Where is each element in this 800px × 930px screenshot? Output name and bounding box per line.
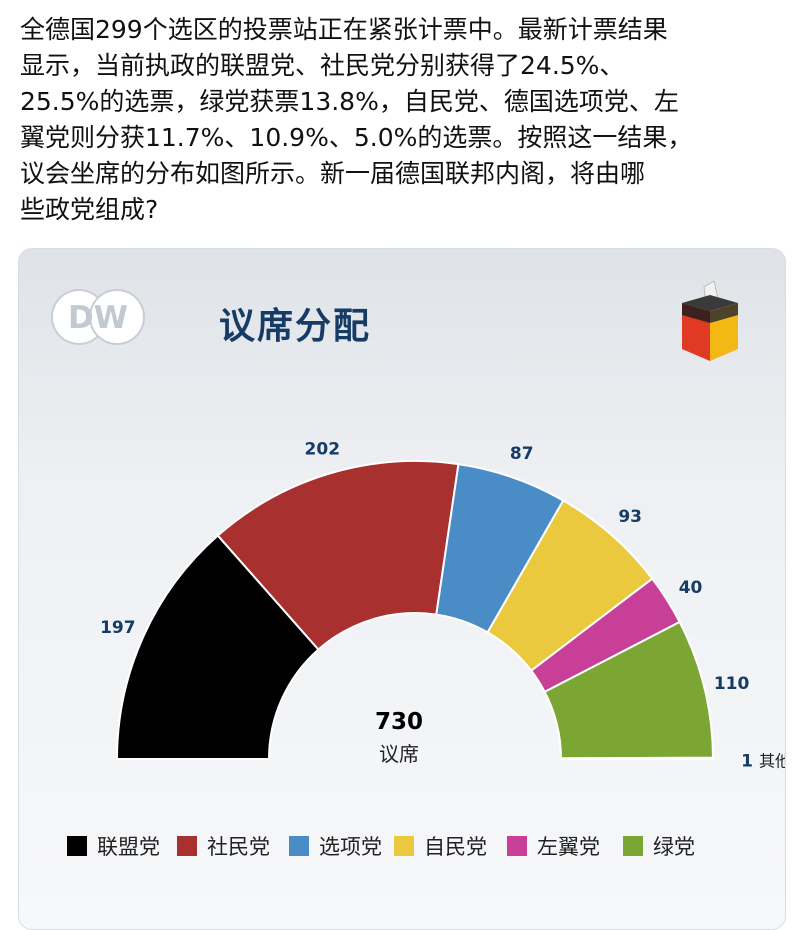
legend-label-0: 联盟党 [97, 835, 160, 859]
legend-swatch-2 [289, 836, 309, 856]
seat-value-label-4: 40 [679, 578, 703, 598]
seat-value-label-0: 197 [100, 618, 136, 638]
total-seats-label: 议席 [379, 742, 419, 766]
seat-value-label-1: 202 [305, 439, 341, 459]
legend-swatch-4 [507, 836, 527, 856]
label-layer: 197 202 87 93 40 110 1 其他 [100, 439, 785, 771]
card-title: 议席分配 [219, 306, 372, 347]
legend-swatch-0 [67, 836, 87, 856]
dw-logo-text: DW [68, 300, 128, 336]
seat-value-label-3: 93 [618, 507, 642, 527]
chart-card: DW 197 202 87 93 40 110 1 其他 730 议席 联盟党 社民党 选项党 自民… [18, 248, 786, 930]
seat-segment-0 [115, 534, 320, 760]
legend: 联盟党 社民党 选项党 自民党 左翼党 绿党 [67, 835, 695, 859]
total-seats: 730 [375, 709, 423, 735]
dw-logo: DW [51, 289, 145, 345]
arc-layer [115, 460, 715, 760]
seat-segment-6 [559, 756, 715, 760]
legend-label-1: 社民党 [207, 835, 270, 859]
seat-name-label-6: 其他 [759, 751, 785, 770]
legend-swatch-1 [177, 836, 197, 856]
seat-chart: DW 197 202 87 93 40 110 1 其他 730 议席 联盟党 社民党 选项党 自民… [51, 280, 785, 859]
seat-segment-1 [216, 460, 460, 651]
post-text: 全德国299个选区的投票站正在紧张计票中。最新计票结果 显示，当前执政的联盟党、… [20, 15, 693, 224]
seat-value-label-6: 1 [741, 751, 753, 771]
seat-value-label-2: 87 [510, 444, 534, 464]
ballot-box-icon [682, 280, 738, 361]
legend-swatch-5 [623, 836, 643, 856]
legend-label-5: 绿党 [653, 835, 695, 859]
seat-value-label-5: 110 [714, 674, 750, 694]
legend-label-4: 左翼党 [537, 835, 600, 859]
legend-label-2: 选项党 [319, 835, 382, 859]
legend-swatch-3 [394, 836, 414, 856]
legend-label-3: 自民党 [424, 835, 487, 859]
